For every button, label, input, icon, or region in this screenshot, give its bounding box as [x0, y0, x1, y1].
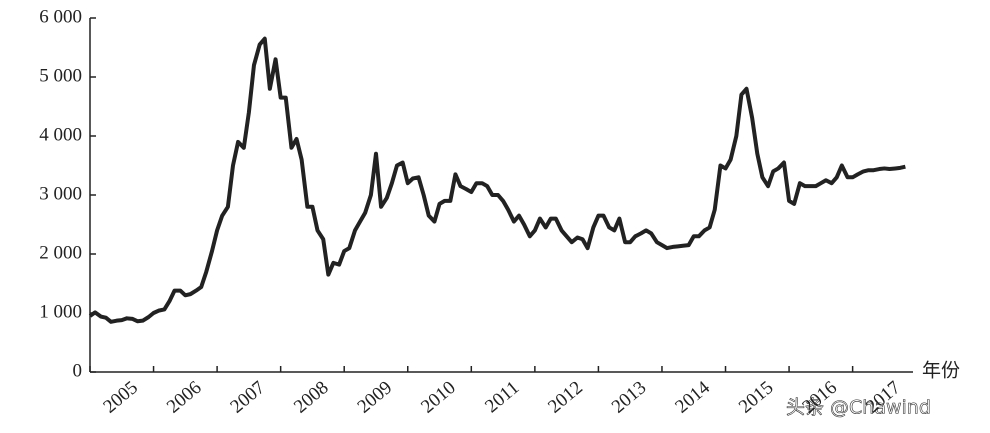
y-tick-label: 2 000 — [39, 242, 82, 263]
x-tick-label: 2014 — [671, 377, 714, 418]
x-tick-label: 2007 — [227, 377, 270, 418]
x-tick-label: 2006 — [163, 377, 206, 418]
x-tick-label: 2013 — [608, 377, 651, 418]
y-tick-label: 3 000 — [39, 183, 82, 204]
y-tick-label: 4 000 — [39, 124, 82, 145]
y-tick-label: 0 — [73, 360, 83, 381]
y-tick-label: 5 000 — [39, 65, 82, 86]
y-tick-label: 1 000 — [39, 301, 82, 322]
x-tick-label: 2005 — [99, 377, 142, 418]
x-tick-label: 2015 — [735, 377, 778, 418]
line-series — [88, 36, 906, 324]
x-tick-label: 2010 — [417, 377, 460, 418]
y-tick-label: 6 000 — [39, 6, 82, 27]
x-tick-label: 2012 — [544, 377, 587, 418]
x-axis-label: 年份 — [922, 359, 960, 381]
x-tick-label: 2009 — [354, 377, 397, 418]
x-tick-label: 2008 — [290, 377, 333, 418]
watermark: 头条 @Chawind — [786, 397, 931, 419]
x-tick-label: 2011 — [481, 377, 523, 417]
